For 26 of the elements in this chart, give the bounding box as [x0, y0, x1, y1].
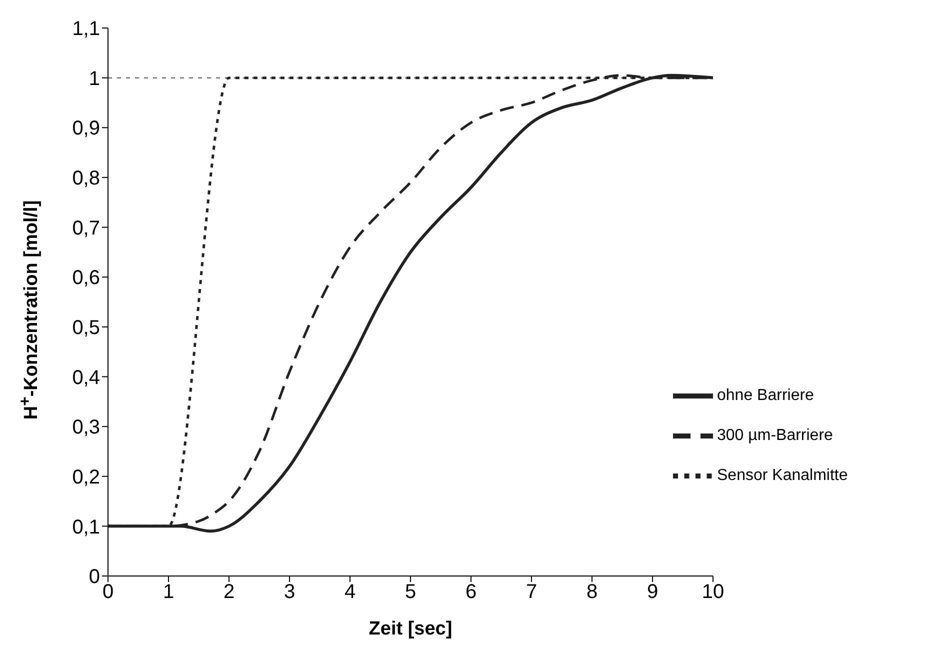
y-tick-label: 1,1	[72, 18, 100, 40]
y-tick-label: 0,1	[72, 516, 100, 538]
x-tick-label: 8	[586, 581, 598, 604]
y-tick-label: 0,5	[72, 317, 100, 340]
y-tick-label: 1	[88, 68, 100, 90]
x-tick-label: 1	[162, 581, 174, 604]
y-tick-label: 0	[88, 566, 100, 588]
y-tick-label: 0,3	[72, 416, 100, 439]
y-tick-label: 0,2	[72, 466, 100, 488]
x-axis-title: Zeit [sec]	[368, 618, 452, 640]
y-tick-label: 0,8	[72, 168, 100, 190]
y-tick-label: 0,7	[72, 217, 100, 240]
y-tick-label: 0,6	[72, 267, 100, 290]
x-tick-label: 9	[646, 581, 658, 604]
x-tick-label: 3	[284, 581, 296, 604]
y-tick-label: 0,4	[72, 366, 100, 389]
x-tick-label: 6	[465, 581, 477, 604]
x-tick-label: 2	[223, 581, 235, 604]
x-tick-label: 4	[344, 581, 356, 604]
x-tick-label: 7	[526, 581, 538, 604]
y-tick-label: 0,9	[72, 118, 100, 140]
legend-label: Sensor Kanalmitte	[717, 467, 848, 484]
legend-label: 300 µm-Barriere	[717, 427, 833, 444]
legend-label: ohne Barriere	[717, 387, 814, 404]
x-tick-label: 5	[404, 581, 416, 604]
x-tick-label: 10	[702, 581, 724, 604]
